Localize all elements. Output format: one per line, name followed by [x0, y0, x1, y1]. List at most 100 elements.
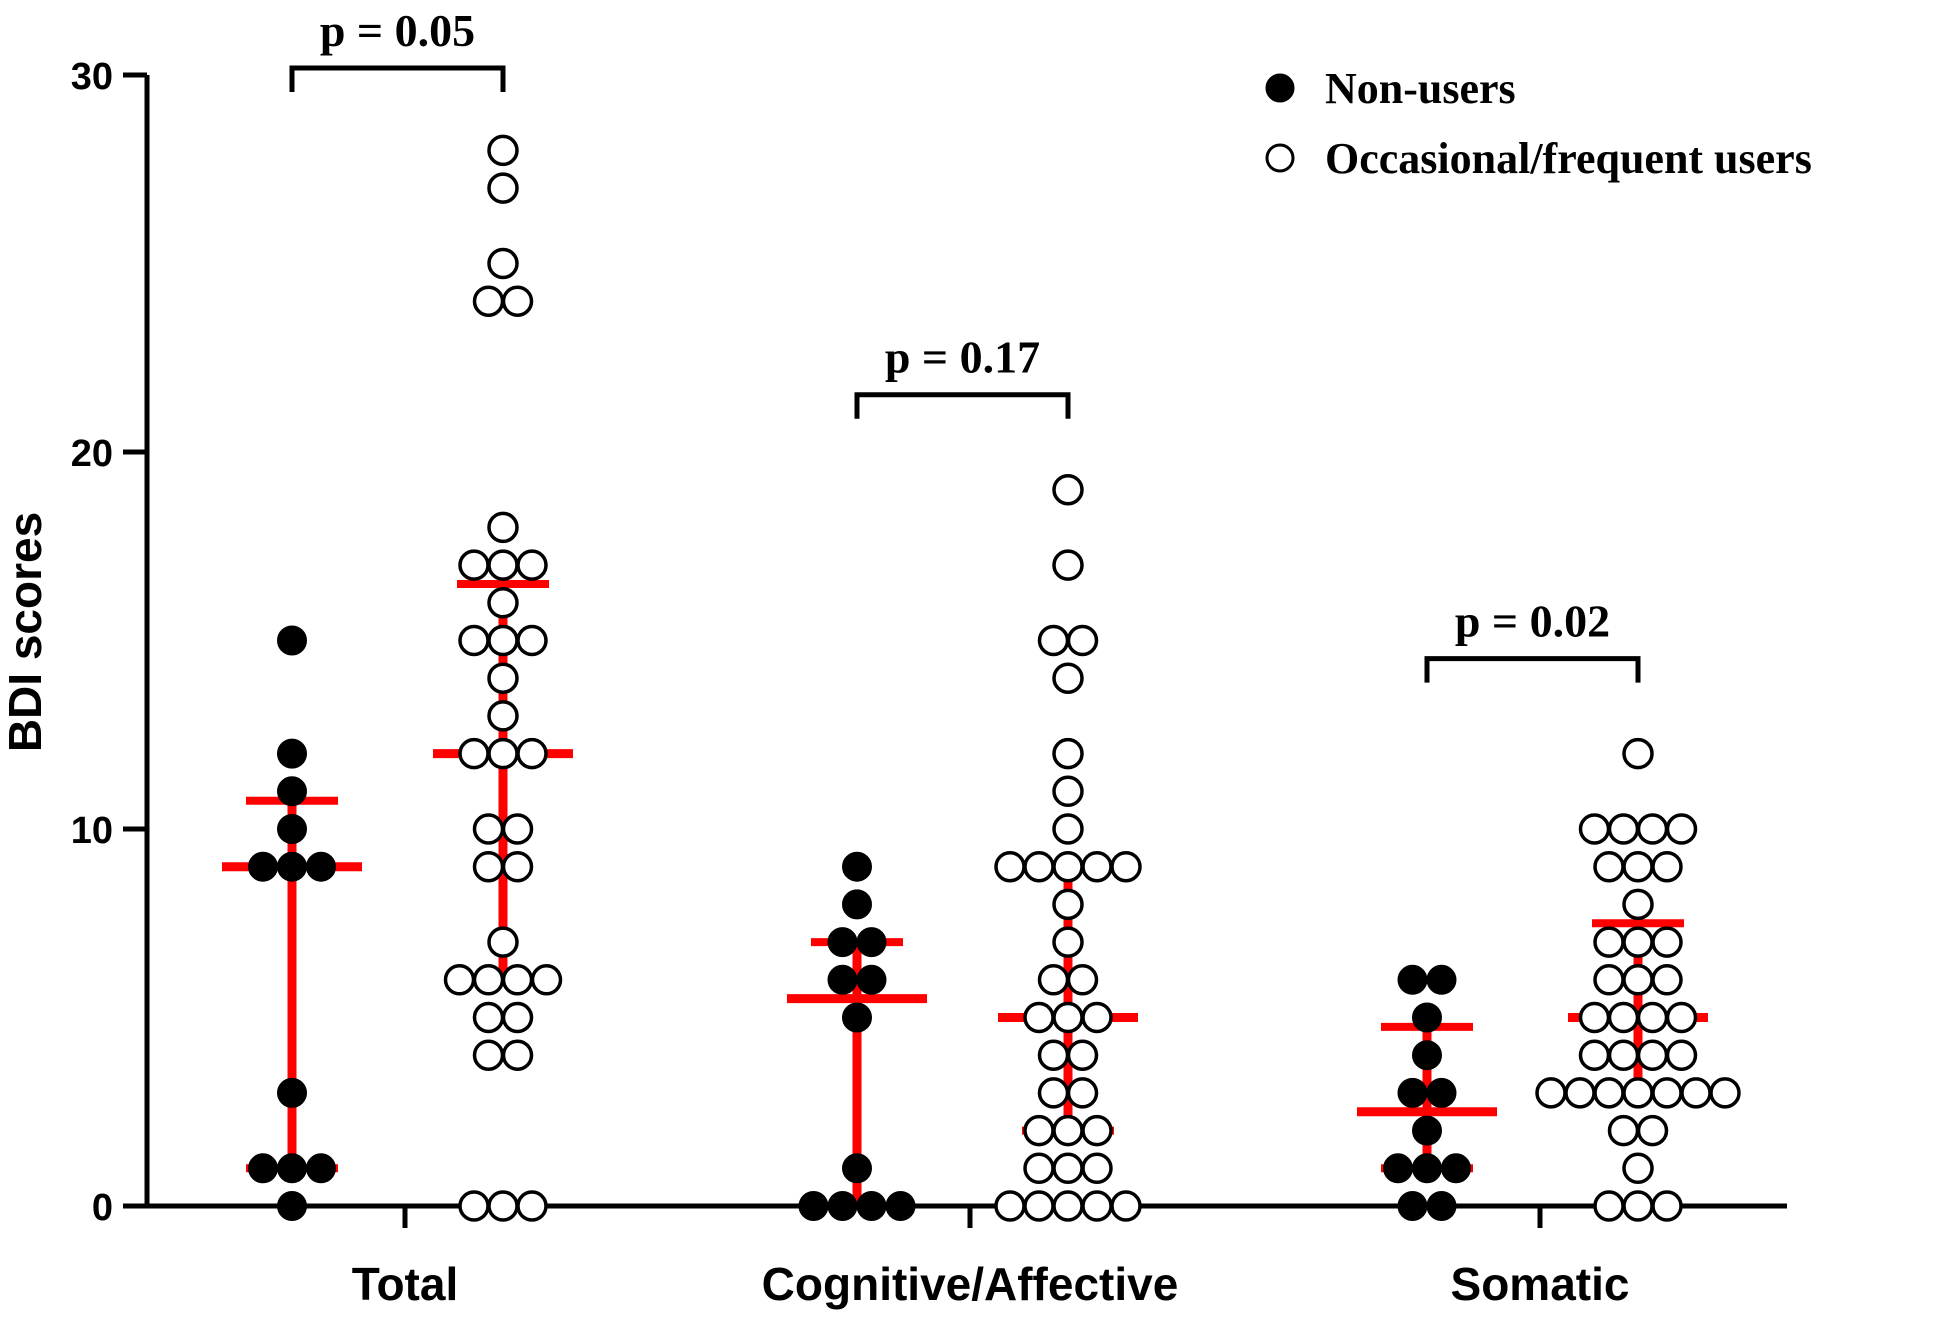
- non-user-point: [277, 625, 307, 656]
- user-point: [516, 549, 548, 581]
- non-user-point: [827, 964, 858, 995]
- user-point: [1665, 1039, 1698, 1071]
- non-user-point: [856, 927, 887, 958]
- user-point: [516, 737, 548, 770]
- user-point: [1651, 926, 1683, 958]
- user-point: [472, 1039, 505, 1071]
- non-user-point: [277, 814, 307, 844]
- user-point: [1052, 813, 1084, 845]
- user-point: [1052, 473, 1084, 506]
- user-point: [1636, 1001, 1669, 1034]
- y-tick-label: 10: [71, 810, 113, 852]
- non-user-point: [277, 851, 307, 882]
- user-point: [1651, 964, 1683, 996]
- non-user-point: [1412, 1153, 1442, 1184]
- user-point: [1578, 1039, 1611, 1071]
- x-tick-label: Total: [352, 1258, 458, 1310]
- user-point: [487, 587, 519, 619]
- user-point: [1066, 1077, 1099, 1109]
- significance-bracket: [289, 65, 506, 92]
- non-user-point: [1426, 964, 1457, 995]
- non-user-point: [842, 889, 872, 920]
- user-point: [1651, 1190, 1683, 1222]
- non-user-point: [1412, 1115, 1442, 1146]
- user-point: [1636, 1039, 1669, 1071]
- non-user-point: [306, 1153, 336, 1184]
- significance-brackets: p = 0.05 p = 0.17 p = 0.02: [289, 5, 1641, 683]
- user-point: [487, 172, 519, 204]
- user-point: [1622, 1152, 1654, 1185]
- user-point: [458, 624, 490, 657]
- user-point: [1023, 1152, 1055, 1185]
- user-point: [1081, 850, 1113, 883]
- user-point: [1052, 1152, 1084, 1185]
- user-point: [501, 1001, 534, 1034]
- non-user-point: [1426, 1191, 1457, 1221]
- user-point: [1037, 1039, 1070, 1071]
- user-point: [1622, 888, 1654, 921]
- user-point: [994, 1190, 1026, 1222]
- user-point: [1622, 1077, 1654, 1109]
- non-user-point: [842, 1002, 872, 1033]
- user-point: [1052, 850, 1084, 883]
- user-point: [1622, 964, 1654, 996]
- user-point: [1052, 1190, 1084, 1222]
- data-points: [248, 134, 1741, 1222]
- user-point: [487, 549, 519, 581]
- user-point: [1636, 1114, 1669, 1147]
- non-user-point: [1383, 1153, 1413, 1184]
- user-point: [472, 1001, 505, 1034]
- y-tick-label: 20: [71, 433, 113, 475]
- user-point: [1593, 926, 1625, 958]
- user-point: [1023, 1001, 1055, 1034]
- user-point: [501, 850, 534, 883]
- y-tick-label: 0: [92, 1187, 113, 1229]
- user-point: [1052, 737, 1084, 770]
- legend: Non-users Occasional/frequent users: [1265, 64, 1812, 183]
- user-point: [458, 549, 490, 581]
- user-point: [1066, 1039, 1099, 1071]
- significance-bracket: [854, 392, 1071, 419]
- p-value-label: p = 0.05: [320, 5, 475, 56]
- user-point: [1680, 1077, 1712, 1109]
- user-point: [1081, 1152, 1113, 1185]
- user-point: [487, 700, 519, 732]
- user-point: [1607, 813, 1640, 845]
- legend-open-marker: [1265, 143, 1295, 173]
- user-point: [1081, 1114, 1113, 1147]
- legend-label: Non-users: [1325, 64, 1516, 113]
- user-point: [501, 813, 534, 845]
- non-user-point: [842, 1153, 872, 1184]
- user-point: [1052, 1114, 1084, 1147]
- summary-bars: [222, 579, 1708, 1210]
- non-user-point: [842, 851, 872, 882]
- user-point: [1593, 964, 1625, 996]
- user-point: [472, 964, 505, 996]
- user-point: [487, 624, 519, 657]
- user-point: [1110, 1190, 1142, 1222]
- user-point: [1593, 1077, 1625, 1109]
- legend-label: Occasional/frequent users: [1325, 134, 1812, 183]
- p-value-label: p = 0.02: [1455, 596, 1610, 647]
- x-tick-label: Somatic: [1451, 1258, 1630, 1310]
- x-tick-label: Cognitive/Affective: [762, 1258, 1179, 1310]
- non-user-point: [248, 1153, 278, 1184]
- non-user-point: [277, 776, 307, 807]
- user-point: [472, 813, 505, 845]
- user-point: [1665, 1001, 1698, 1034]
- user-point: [1066, 964, 1099, 996]
- user-point: [994, 850, 1026, 883]
- non-user-point: [1441, 1153, 1471, 1184]
- user-point: [458, 1190, 490, 1222]
- significance-bracket: [1424, 656, 1641, 683]
- non-user-point: [248, 851, 278, 882]
- user-point: [487, 926, 519, 958]
- non-user-point: [827, 927, 858, 958]
- user-point: [1052, 775, 1084, 808]
- user-point: [501, 964, 534, 996]
- non-user-point: [827, 1191, 858, 1221]
- user-point: [1052, 1001, 1084, 1034]
- user-point: [487, 662, 519, 694]
